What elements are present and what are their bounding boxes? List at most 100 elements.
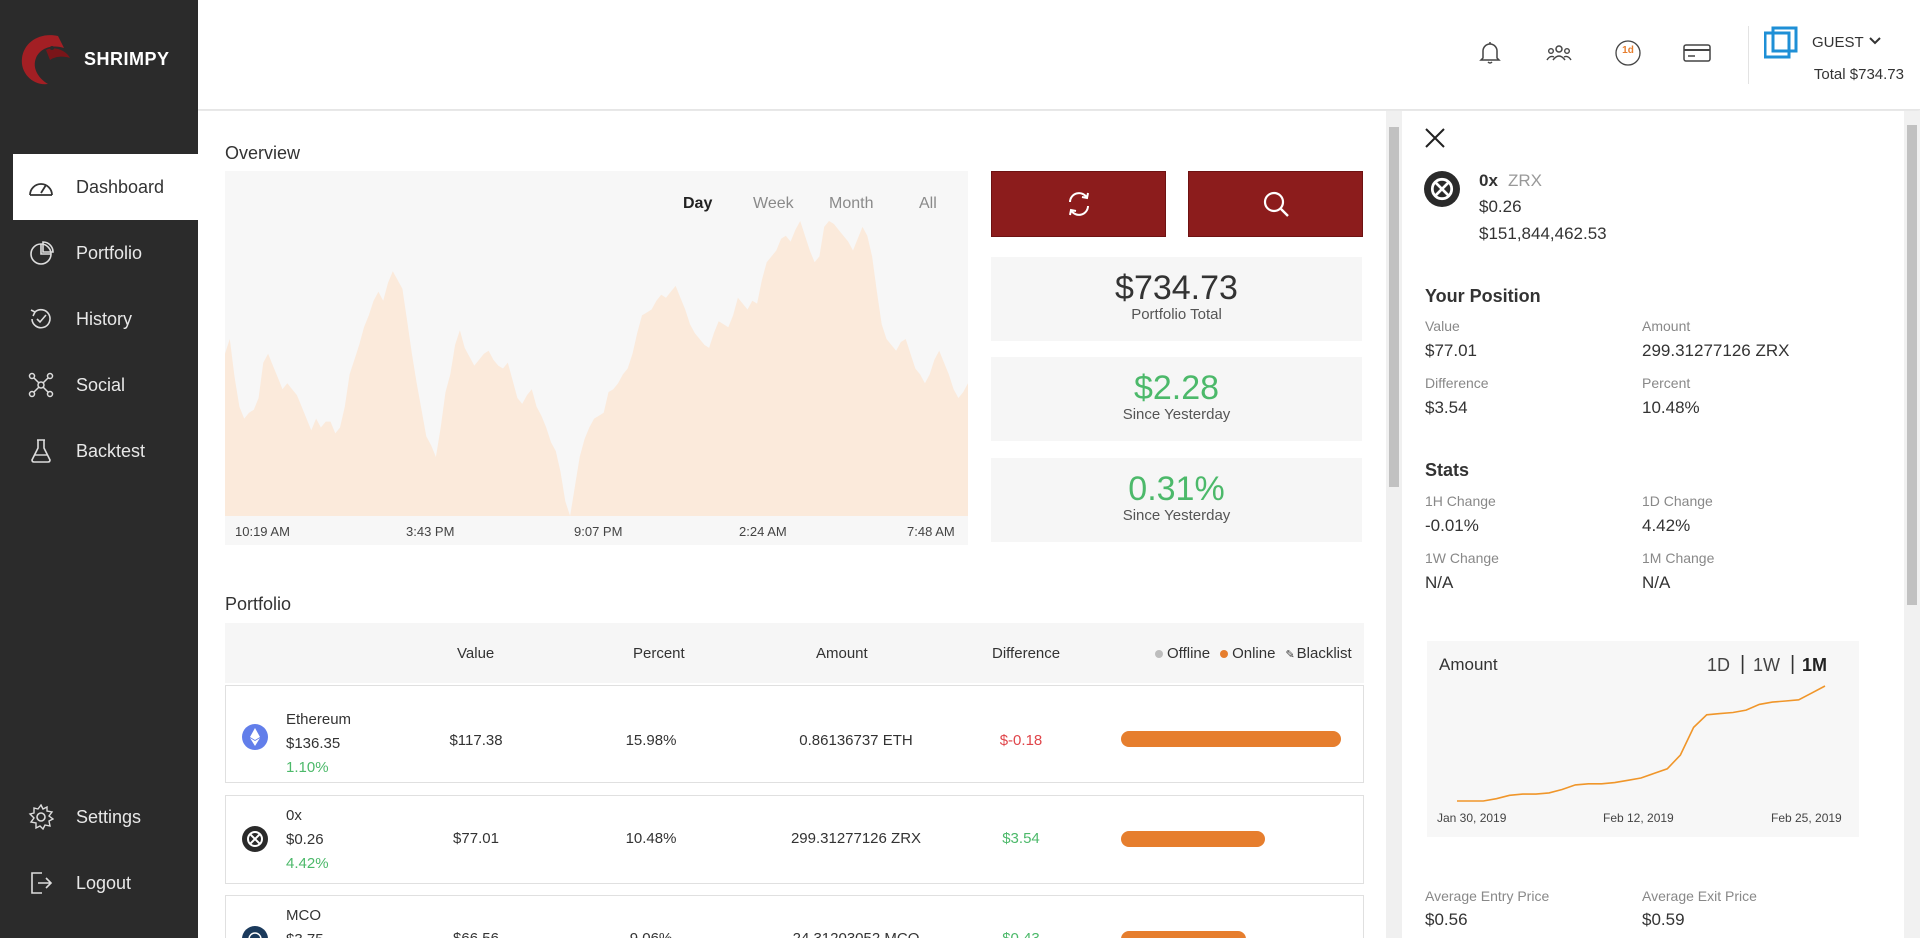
coin-marketcap: $151,844,462.53	[1479, 224, 1607, 243]
row-value: $66.56	[426, 930, 526, 938]
period-badge-icon[interactable]: 1d	[1613, 38, 1643, 68]
legend-online: Online	[1220, 645, 1275, 662]
tab-1w[interactable]: 1W	[1753, 655, 1780, 675]
ethereum-icon	[242, 724, 268, 750]
offline-dot-icon	[1155, 650, 1163, 659]
bell-icon[interactable]	[1475, 38, 1505, 68]
stats-title: Stats	[1425, 460, 1470, 480]
tab-month[interactable]: Month	[829, 195, 874, 212]
coin-ticker: ZRX	[1508, 171, 1542, 190]
coin-price: $3.75	[286, 928, 324, 938]
column-header-percent[interactable]: Percent	[633, 645, 685, 662]
users-icon[interactable]	[1544, 38, 1574, 68]
social-icon	[26, 370, 56, 400]
amount-series-line	[1457, 685, 1826, 802]
row-amount: 0.86136737 ETH	[799, 732, 913, 749]
chevron-down-icon[interactable]	[1868, 36, 1882, 46]
main-scroll-thumb[interactable]	[1389, 127, 1399, 487]
coin-price: $0.26	[286, 831, 324, 848]
x-tick: Feb 12, 2019	[1603, 811, 1674, 825]
tab-1m[interactable]: 1M	[1802, 655, 1828, 675]
zrx-icon	[1424, 171, 1460, 207]
gear-icon	[26, 802, 56, 832]
stat-1w-value: N/A	[1425, 573, 1454, 592]
top-bar: 1d GUEST Total $734.73	[198, 0, 1920, 110]
sidebar-item-label: History	[76, 308, 133, 329]
stat-1m-label: 1M Change	[1642, 550, 1715, 566]
status-legend: Offline Online ✎ Blacklist	[1155, 645, 1352, 662]
column-header-difference[interactable]: Difference	[992, 645, 1061, 662]
amount-chart-title: Amount	[1439, 655, 1498, 674]
card-icon[interactable]	[1682, 38, 1712, 68]
brand[interactable]: SHRIMPY	[18, 28, 170, 90]
legend-offline: Offline	[1155, 645, 1210, 662]
stat-1h-value: -0.01%	[1425, 516, 1479, 535]
portfolio-total-label: Portfolio Total	[1131, 306, 1222, 323]
close-icon[interactable]	[1424, 127, 1446, 149]
tab-all[interactable]: All	[919, 195, 937, 212]
x-tick: 2:24 AM	[739, 524, 787, 539]
history-icon	[26, 304, 56, 334]
stat-1w-label: 1W Change	[1425, 550, 1499, 566]
position-amount: 299.31277126 ZRX	[1642, 341, 1790, 360]
daily-change-label: Since Yesterday	[1122, 406, 1231, 423]
column-header-value[interactable]: Value	[457, 645, 495, 662]
panel-scroll-thumb[interactable]	[1907, 125, 1917, 605]
sidebar-item-dashboard[interactable]: Dashboard	[0, 154, 198, 220]
dashboard-icon	[26, 172, 56, 202]
user-avatar-icon[interactable]	[1764, 26, 1798, 60]
stat-1h-label: 1H Change	[1425, 493, 1496, 509]
sidebar-item-portfolio[interactable]: Portfolio	[0, 220, 198, 286]
main-scrollbar[interactable]	[1386, 111, 1402, 938]
x-tick: 10:19 AM	[235, 524, 290, 539]
amount-chart-svg	[1457, 685, 1826, 802]
panel-scrollbar[interactable]	[1904, 111, 1920, 938]
shrimp-logo-icon	[21, 35, 70, 85]
coin-info: 0x $0.26 4.42%	[286, 804, 329, 876]
avg-exit-label: Average Exit Price	[1642, 888, 1757, 904]
sidebar-item-backtest[interactable]: Backtest	[0, 418, 198, 484]
sidebar-item-logout[interactable]: Logout	[0, 850, 198, 916]
refresh-button[interactable]	[991, 171, 1166, 237]
row-difference: $0.43	[971, 930, 1071, 938]
position-difference-label: Difference	[1425, 375, 1489, 391]
x-tick: 7:48 AM	[907, 524, 955, 539]
amount-chart: Amount 1D | 1W | 1M Jan 30, 2019 Feb 12,…	[1427, 641, 1859, 837]
sidebar-item-label: Dashboard	[76, 176, 165, 197]
tab-day[interactable]: Day	[683, 195, 713, 212]
stat-1d-value: 4.42%	[1642, 516, 1691, 535]
coin-info: MCO $3.75	[286, 904, 324, 938]
main-content: Overview Day Week Month All 10:19 AM 3:4…	[198, 111, 1386, 938]
coin-detail-panel: 0x ZRX $0.26 $151,844,462.53 Your Positi…	[1402, 111, 1920, 938]
online-dot-icon	[1220, 650, 1229, 659]
column-header-amount[interactable]: Amount	[816, 645, 868, 662]
overview-chart	[225, 171, 968, 545]
tab-1d[interactable]: 1D	[1707, 655, 1731, 675]
daily-percent-label: Since Yesterday	[1122, 507, 1231, 524]
daily-percent-value: 0.31%	[1128, 470, 1225, 508]
sidebar-item-label: Social	[76, 374, 126, 395]
portfolio-table-header: Value Percent Amount Difference Offline …	[225, 623, 1364, 683]
portfolio-title: Portfolio	[225, 594, 292, 614]
position-percent: 10.48%	[1642, 398, 1700, 417]
period-badge-label: 1d	[1622, 45, 1634, 56]
sidebar-item-social[interactable]: Social	[0, 352, 198, 418]
user-name[interactable]: GUEST	[1812, 34, 1864, 51]
pie-chart-icon	[26, 238, 56, 268]
allocation-bar	[1121, 931, 1246, 938]
table-row[interactable]: Ethereum $136.35 1.10% $117.38 15.98% 0.…	[225, 685, 1364, 783]
row-percent: 15.98%	[625, 732, 677, 749]
row-value: $77.01	[453, 830, 499, 847]
table-row[interactable]: MCO $3.75 $66.56 9.06% 24.31203052 MCO $…	[225, 895, 1364, 938]
sidebar-item-settings[interactable]: Settings	[0, 784, 198, 850]
sidebar-item-history[interactable]: History	[0, 286, 198, 352]
sidebar-bottom: Settings Logout	[0, 784, 198, 916]
tab-week[interactable]: Week	[753, 195, 794, 212]
coin-name: Ethereum	[286, 711, 352, 728]
sidebar-item-label: Logout	[76, 872, 132, 893]
daily-change-value: $2.28	[1133, 369, 1220, 407]
search-button[interactable]	[1188, 171, 1363, 237]
table-row[interactable]: 0x $0.26 4.42% $77.01 10.48% 299.3127712…	[225, 795, 1364, 884]
sidebar: SHRIMPY Dashboard Portfolio History Soci…	[0, 0, 198, 938]
sidebar-nav: Dashboard Portfolio History Social Backt…	[0, 154, 198, 484]
